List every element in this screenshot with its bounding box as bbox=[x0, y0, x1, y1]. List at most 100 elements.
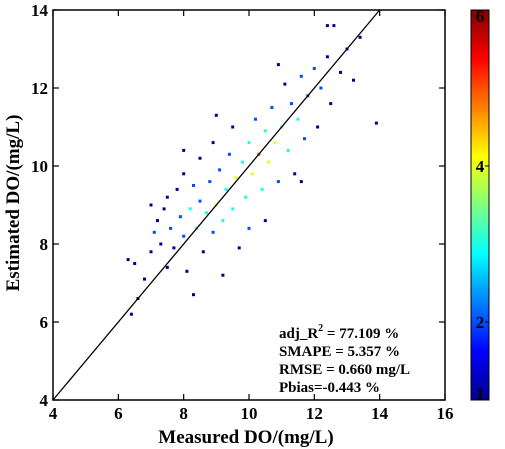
data-point bbox=[325, 24, 329, 28]
data-point bbox=[250, 172, 254, 176]
data-point bbox=[165, 195, 169, 199]
data-point bbox=[241, 160, 244, 164]
data-point bbox=[221, 219, 225, 223]
data-point bbox=[205, 211, 208, 215]
data-point bbox=[247, 226, 251, 230]
data-point bbox=[185, 269, 189, 273]
data-point bbox=[290, 102, 293, 106]
data-point bbox=[319, 86, 323, 90]
data-point bbox=[192, 184, 195, 187]
data-point bbox=[276, 180, 280, 184]
data-point bbox=[211, 230, 215, 234]
colorbar-gradient bbox=[471, 10, 489, 400]
stat-pbias: Pbias=-0.443 % bbox=[279, 380, 380, 396]
data-point bbox=[283, 82, 287, 86]
stat-adj-r2-value: = 77.109 % bbox=[323, 326, 399, 342]
data-point bbox=[156, 219, 159, 223]
data-point bbox=[247, 141, 251, 145]
stat-adj-r2: adj_R2 = 77.109 % bbox=[279, 323, 399, 342]
x-tick-label: 10 bbox=[241, 404, 258, 423]
data-point bbox=[175, 187, 179, 191]
data-point bbox=[165, 265, 169, 269]
stat-adj-r2-prefix: adj_R bbox=[279, 326, 318, 342]
data-point bbox=[159, 242, 163, 246]
x-tick-label: 16 bbox=[437, 404, 454, 423]
data-point bbox=[227, 152, 231, 156]
data-point bbox=[325, 55, 329, 59]
data-point bbox=[293, 172, 297, 176]
data-point bbox=[332, 24, 336, 28]
data-point bbox=[303, 137, 306, 141]
data-point bbox=[178, 215, 182, 219]
data-point bbox=[286, 148, 290, 152]
colorbar-frame bbox=[470, 9, 490, 401]
data-points bbox=[126, 24, 378, 316]
y-tick-label: 4 bbox=[40, 391, 49, 410]
data-point bbox=[312, 67, 316, 70]
data-point bbox=[143, 277, 146, 281]
x-tick-label: 12 bbox=[306, 404, 323, 423]
x-tick-label: 14 bbox=[371, 404, 389, 423]
data-point bbox=[198, 199, 202, 203]
data-point bbox=[296, 117, 300, 121]
x-tick-label: 4 bbox=[49, 404, 58, 423]
y-tick-label: 6 bbox=[40, 313, 49, 332]
data-point bbox=[152, 230, 156, 234]
data-point bbox=[299, 180, 303, 184]
data-point bbox=[339, 70, 342, 74]
data-point bbox=[221, 273, 225, 277]
data-point bbox=[263, 129, 267, 133]
colorbar-tick-label: 2 bbox=[476, 313, 485, 332]
y-tick-label: 12 bbox=[31, 79, 48, 98]
data-point bbox=[260, 187, 264, 191]
data-point bbox=[126, 258, 130, 262]
data-point bbox=[276, 63, 280, 67]
data-point bbox=[214, 113, 218, 117]
data-point bbox=[299, 74, 303, 78]
data-point bbox=[316, 125, 320, 129]
data-point bbox=[263, 219, 267, 223]
data-point bbox=[182, 172, 186, 176]
stats-annotation: adj_R2 = 77.109 % SMAPE = 5.357 % RMSE =… bbox=[279, 323, 410, 396]
data-point bbox=[244, 195, 248, 199]
data-point bbox=[169, 226, 173, 230]
colorbar-ticks: 1 2 4 6 bbox=[476, 7, 489, 403]
x-tick-label: 6 bbox=[114, 404, 123, 423]
data-point bbox=[270, 106, 274, 109]
data-point bbox=[198, 156, 202, 160]
data-point bbox=[352, 78, 355, 82]
colorbar-tick-label: 6 bbox=[476, 7, 485, 26]
y-axis-title: Estimated DO/(mg/L) bbox=[3, 115, 24, 292]
data-point bbox=[201, 250, 205, 254]
y-tick-label: 10 bbox=[31, 157, 48, 176]
stat-smape: SMAPE = 5.357 % bbox=[279, 344, 400, 360]
data-point bbox=[208, 180, 212, 184]
data-point bbox=[237, 246, 241, 250]
data-point bbox=[231, 125, 235, 129]
x-tick-label: 8 bbox=[179, 404, 188, 423]
data-point bbox=[267, 160, 271, 164]
data-point bbox=[133, 262, 137, 265]
data-point bbox=[192, 293, 195, 297]
data-point bbox=[329, 102, 333, 106]
data-point bbox=[358, 35, 362, 39]
fit-line bbox=[52, 9, 381, 401]
data-point bbox=[234, 176, 238, 180]
data-point bbox=[182, 148, 186, 152]
y-tick-label: 14 bbox=[31, 1, 49, 20]
x-axis-title: Measured DO/(mg/L) bbox=[158, 427, 333, 448]
y-tick-label: 8 bbox=[40, 235, 49, 254]
data-point bbox=[149, 250, 153, 254]
data-point bbox=[162, 207, 166, 211]
colorbar-tick-label: 1 bbox=[476, 384, 485, 403]
data-point bbox=[188, 207, 192, 211]
data-point bbox=[254, 117, 257, 121]
stat-adj-r2-superscript: 2 bbox=[318, 323, 323, 334]
data-point bbox=[224, 187, 228, 191]
data-point bbox=[218, 168, 222, 172]
data-point bbox=[129, 312, 133, 316]
colorbar: 1 2 4 6 bbox=[470, 7, 490, 403]
data-point bbox=[149, 203, 153, 207]
